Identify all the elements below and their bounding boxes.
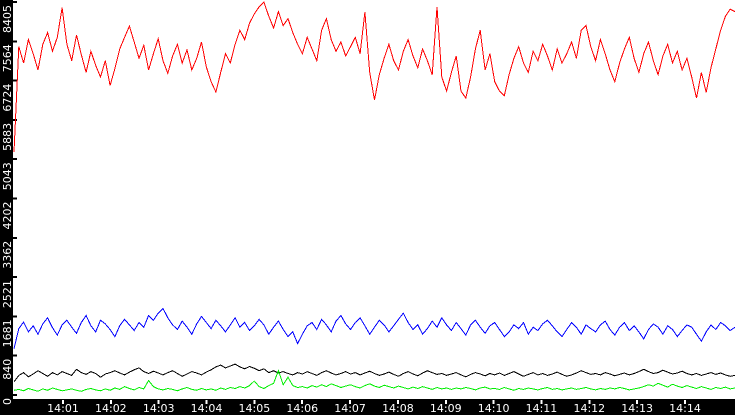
y-axis-label: 8405 [1,5,14,33]
x-axis-tick [396,400,399,404]
x-axis-label: 14:05 [239,402,271,415]
y-axis-tick [13,1,17,3]
x-axis-tick [444,400,447,404]
y-axis-label: 5883 [1,123,14,151]
series-line-red [13,1,735,152]
x-axis-tick [349,400,352,404]
y-axis-label: 3362 [1,241,14,269]
y-axis-label: 840 [1,359,14,380]
x-axis-label: 14:10 [478,402,510,415]
y-axis-tick [13,158,17,161]
x-axis-label: 14:13 [621,402,653,415]
x-axis-label: 14:12 [573,402,605,415]
x-axis-label: 14:02 [95,402,127,415]
x-axis-label: 14:09 [430,402,462,415]
series-line-black [13,363,735,383]
y-axis-tick [13,276,17,279]
x-axis-label: 14:03 [143,402,175,415]
y-axis-tick [13,394,17,396]
x-axis-tick [157,400,160,404]
x-axis-tick [253,400,256,404]
y-axis-label: 4202 [1,202,14,230]
y-axis-tick [13,79,17,82]
series-line-green [13,369,735,392]
x-axis-tick [301,400,304,404]
x-axis-tick [109,400,112,404]
x-axis-label: 14:01 [47,402,79,415]
x-axis-label: 14:06 [286,402,318,415]
y-axis-tick [13,197,17,200]
y-axis-tick [13,354,17,357]
series-line-blue [13,307,735,349]
y-axis-label: 6724 [1,84,14,112]
x-axis-tick [636,400,639,404]
y-axis-label: 1681 [1,319,14,347]
x-axis-bar [0,399,735,415]
y-axis-bar [0,0,13,399]
x-axis-label: 14:08 [382,402,414,415]
y-axis-label: 2521 [1,280,14,308]
x-axis-tick [62,400,64,404]
x-axis-label: 14:11 [526,402,558,415]
x-axis-tick [492,400,495,404]
x-axis-tick [540,400,543,404]
y-axis-tick [13,236,17,239]
y-axis-tick [13,315,17,318]
x-axis-tick [205,400,208,404]
x-axis-label: 14:04 [191,402,223,415]
x-axis-tick [683,400,686,404]
y-axis-tick [13,40,17,43]
y-axis-label: 5043 [1,162,14,190]
x-axis-label: 14:07 [334,402,366,415]
y-axis-label: 0 [1,398,14,405]
x-axis-label: 14:14 [669,402,701,415]
x-axis-tick [588,400,591,404]
y-axis-label: 7564 [1,44,14,72]
